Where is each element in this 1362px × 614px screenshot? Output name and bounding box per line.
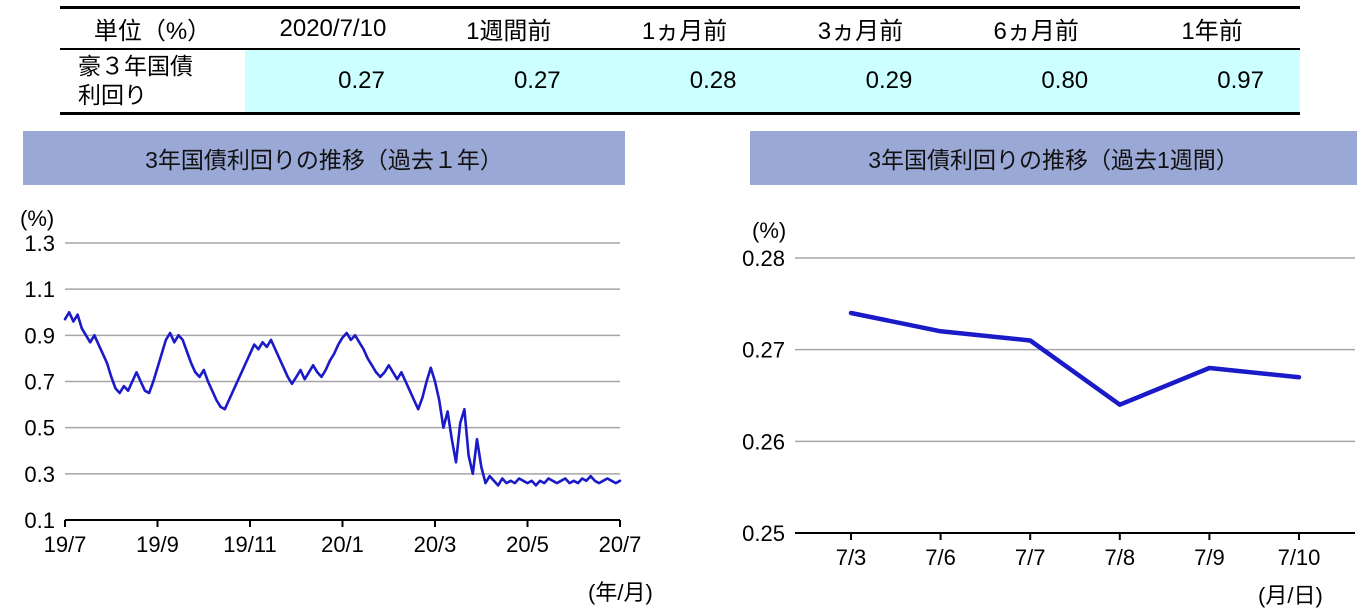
value-cell-1w: 0.27 [420, 49, 597, 113]
col-header-1w: 1週間前 [466, 18, 552, 45]
svg-text:0.7: 0.7 [24, 370, 55, 395]
svg-text:19/7: 19/7 [44, 532, 87, 557]
svg-text:7/8: 7/8 [1105, 545, 1136, 570]
value-cell-1m: 0.28 [596, 49, 773, 113]
value-cell-1y: 0.97 [1124, 49, 1300, 113]
row-label: 豪３年国債利回り [78, 53, 193, 108]
svg-text:0.25: 0.25 [742, 521, 785, 546]
svg-text:20/1: 20/1 [321, 532, 364, 557]
svg-text:0.27: 0.27 [742, 338, 785, 363]
svg-text:1.3: 1.3 [24, 231, 55, 256]
svg-text:7/9: 7/9 [1194, 545, 1225, 570]
svg-text:0.9: 0.9 [24, 323, 55, 348]
svg-text:0.26: 0.26 [742, 429, 785, 454]
svg-text:19/9: 19/9 [136, 532, 179, 557]
table-row: 豪３年国債利回り 0.27 0.27 0.28 0.29 0.80 0.97 [60, 49, 1300, 113]
chart2-line-chart: 0.25 0.26 0.27 0.28 7/3 7/6 7/7 7/8 7/9 7/10 [742, 246, 1355, 570]
svg-text:20/3: 20/3 [414, 532, 457, 557]
svg-text:7/7: 7/7 [1015, 545, 1046, 570]
svg-text:7/6: 7/6 [925, 545, 956, 570]
col-header-1y: 1年前 [1181, 18, 1243, 45]
svg-text:0.5: 0.5 [24, 416, 55, 441]
value-cell-latest: 0.27 [245, 49, 421, 113]
chart2-y-unit-label: (%) [752, 218, 787, 243]
svg-text:0.1: 0.1 [24, 508, 55, 533]
col-header-3m: 3ヵ月前 [817, 18, 904, 45]
svg-text:7/10: 7/10 [1278, 545, 1321, 570]
value-cell-3m: 0.29 [772, 49, 949, 113]
svg-text:7/3: 7/3 [836, 545, 867, 570]
svg-text:1.1: 1.1 [24, 277, 55, 302]
svg-text:20/7: 20/7 [599, 532, 642, 557]
svg-text:19/11: 19/11 [223, 532, 276, 557]
col-header-6m: 6ヵ月前 [993, 18, 1079, 45]
chart1-title: 3年国債利回りの推移（過去１年） [23, 131, 625, 185]
col-header-unit: 単位（%） [93, 18, 212, 45]
svg-text:20/5: 20/5 [506, 532, 549, 557]
chart2-title: 3年国債利回りの推移（過去1週間） [750, 131, 1357, 185]
col-header-1m: 1ヵ月前 [641, 18, 728, 45]
table-header-row: 単位（%） 2020/7/10 1週間前 1ヵ月前 3ヵ月前 6ヵ月前 1年前 [60, 8, 1300, 49]
chart2-x-unit-label: (月/日) [1258, 583, 1323, 608]
chart1-x-unit-label: (年/月) [588, 580, 653, 605]
svg-text:0.28: 0.28 [742, 246, 785, 271]
value-cell-6m: 0.80 [948, 49, 1125, 113]
chart1-y-unit-label: (%) [20, 206, 55, 231]
chart1-line-chart: 0.1 0.3 0.5 0.7 0.9 1.1 1.3 19/7 19/9 19/11 20/1 20… [24, 231, 642, 557]
col-header-latest: 2020/7/10 [279, 14, 387, 42]
svg-text:0.3: 0.3 [24, 462, 55, 487]
rates-table: 単位（%） 2020/7/10 1週間前 1ヵ月前 3ヵ月前 6ヵ月前 1年前 … [60, 6, 1300, 115]
